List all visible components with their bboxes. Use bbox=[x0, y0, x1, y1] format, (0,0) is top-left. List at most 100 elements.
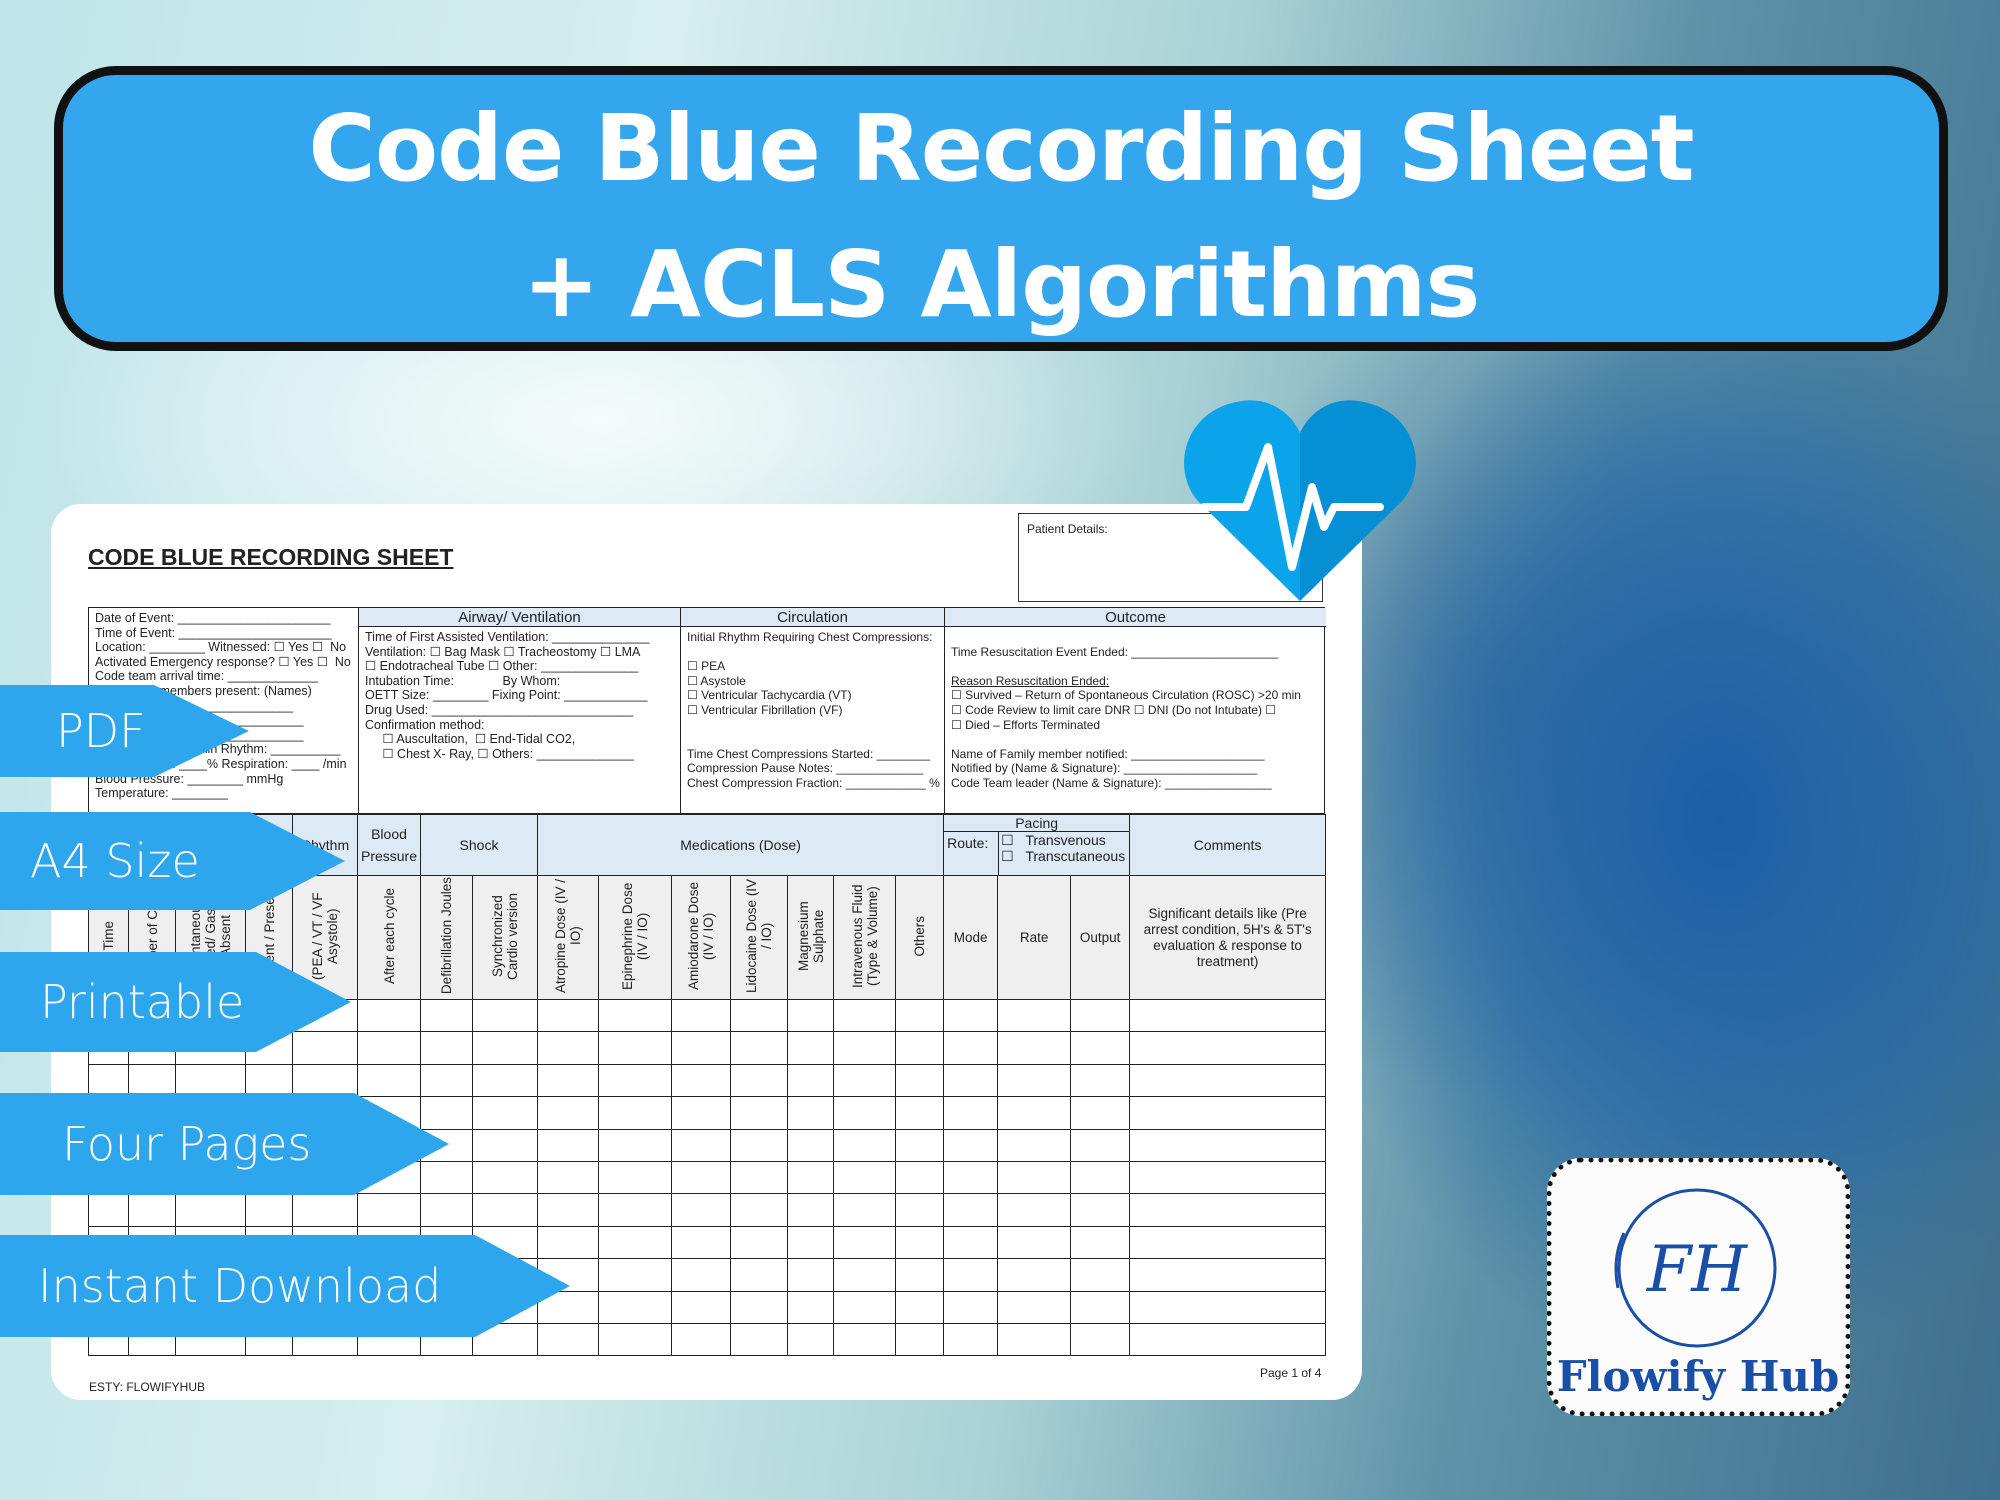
entry-cell[interactable] bbox=[537, 1225, 600, 1260]
entry-cell[interactable] bbox=[787, 1160, 835, 1195]
entry-cell[interactable] bbox=[1070, 1128, 1131, 1162]
entry-cell[interactable] bbox=[787, 1096, 835, 1130]
entry-cell[interactable] bbox=[997, 1128, 1072, 1162]
entry-cell[interactable] bbox=[787, 1063, 835, 1098]
entry-cell[interactable] bbox=[787, 1225, 835, 1260]
entry-cell[interactable] bbox=[787, 1290, 835, 1324]
entry-cell[interactable] bbox=[1070, 1193, 1131, 1227]
entry-cell[interactable] bbox=[787, 1031, 835, 1065]
entry-cell[interactable] bbox=[833, 1193, 897, 1227]
entry-cell[interactable] bbox=[833, 1322, 897, 1357]
entry-cell[interactable] bbox=[730, 1225, 789, 1260]
transcutaneous-checkbox[interactable]: ☐ bbox=[1001, 848, 1018, 864]
entry-cell[interactable] bbox=[943, 1031, 999, 1065]
entry-cell[interactable] bbox=[833, 1258, 897, 1292]
entry-cell[interactable] bbox=[730, 998, 789, 1033]
entry-cell[interactable] bbox=[175, 1193, 246, 1227]
entry-cell[interactable] bbox=[997, 1096, 1072, 1130]
entry-cell[interactable] bbox=[471, 1128, 539, 1162]
entry-cell[interactable] bbox=[598, 1031, 673, 1065]
entry-cell[interactable] bbox=[997, 1031, 1072, 1065]
entry-cell[interactable] bbox=[833, 1225, 897, 1260]
entry-cell[interactable] bbox=[598, 1063, 673, 1098]
entry-cell[interactable] bbox=[471, 998, 539, 1033]
entry-cell[interactable] bbox=[1070, 1160, 1131, 1195]
entry-cell[interactable] bbox=[420, 1193, 473, 1227]
entry-cell[interactable] bbox=[997, 1290, 1072, 1324]
entry-cell[interactable] bbox=[833, 1160, 897, 1195]
entry-cell[interactable] bbox=[943, 1290, 999, 1324]
entry-cell[interactable] bbox=[943, 1193, 999, 1227]
entry-cell[interactable] bbox=[895, 1258, 945, 1292]
entry-cell[interactable] bbox=[787, 1128, 835, 1162]
entry-cell[interactable] bbox=[671, 998, 732, 1033]
entry-cell[interactable] bbox=[598, 1128, 673, 1162]
entry-cell[interactable] bbox=[730, 1096, 789, 1130]
entry-cell[interactable] bbox=[1129, 1063, 1327, 1098]
entry-cell[interactable] bbox=[730, 1063, 789, 1098]
entry-cell[interactable] bbox=[598, 1258, 673, 1292]
entry-cell[interactable] bbox=[537, 1128, 600, 1162]
entry-cell[interactable] bbox=[357, 1063, 421, 1098]
entry-cell[interactable] bbox=[1129, 1096, 1327, 1130]
entry-cell[interactable] bbox=[787, 1258, 835, 1292]
entry-cell[interactable] bbox=[598, 1160, 673, 1195]
entry-cell[interactable] bbox=[833, 998, 897, 1033]
entry-cell[interactable] bbox=[598, 1096, 673, 1130]
entry-cell[interactable] bbox=[1129, 1160, 1327, 1195]
entry-cell[interactable] bbox=[292, 1193, 358, 1227]
entry-cell[interactable] bbox=[245, 1193, 293, 1227]
entry-cell[interactable] bbox=[598, 1322, 673, 1357]
entry-cell[interactable] bbox=[471, 1063, 539, 1098]
entry-cell[interactable] bbox=[943, 1096, 999, 1130]
entry-cell[interactable] bbox=[537, 1160, 600, 1195]
entry-cell[interactable] bbox=[357, 1193, 421, 1227]
entry-cell[interactable] bbox=[833, 1128, 897, 1162]
entry-cell[interactable] bbox=[357, 1031, 421, 1065]
entry-cell[interactable] bbox=[420, 1063, 473, 1098]
entry-cell[interactable] bbox=[895, 1096, 945, 1130]
entry-cell[interactable] bbox=[537, 1096, 600, 1130]
entry-cell[interactable] bbox=[1070, 1096, 1131, 1130]
entry-cell[interactable] bbox=[833, 1031, 897, 1065]
entry-cell[interactable] bbox=[420, 1031, 473, 1065]
entry-cell[interactable] bbox=[895, 1193, 945, 1227]
entry-cell[interactable] bbox=[730, 1322, 789, 1357]
entry-cell[interactable] bbox=[895, 1031, 945, 1065]
entry-cell[interactable] bbox=[671, 1290, 732, 1324]
entry-cell[interactable] bbox=[88, 1193, 129, 1227]
entry-cell[interactable] bbox=[671, 1063, 732, 1098]
entry-cell[interactable] bbox=[943, 1128, 999, 1162]
entry-cell[interactable] bbox=[730, 1128, 789, 1162]
entry-cell[interactable] bbox=[787, 1193, 835, 1227]
entry-cell[interactable] bbox=[943, 1225, 999, 1260]
entry-cell[interactable] bbox=[598, 998, 673, 1033]
entry-cell[interactable] bbox=[1129, 1290, 1327, 1324]
entry-cell[interactable] bbox=[245, 1063, 293, 1098]
entry-cell[interactable] bbox=[671, 1193, 732, 1227]
entry-cell[interactable] bbox=[833, 1096, 897, 1130]
entry-cell[interactable] bbox=[1129, 1128, 1327, 1162]
entry-cell[interactable] bbox=[895, 998, 945, 1033]
entry-cell[interactable] bbox=[671, 1258, 732, 1292]
entry-cell[interactable] bbox=[671, 1096, 732, 1130]
entry-cell[interactable] bbox=[1070, 998, 1131, 1033]
entry-cell[interactable] bbox=[895, 1290, 945, 1324]
entry-cell[interactable] bbox=[943, 1322, 999, 1357]
entry-cell[interactable] bbox=[671, 1031, 732, 1065]
entry-cell[interactable] bbox=[997, 1160, 1072, 1195]
entry-cell[interactable] bbox=[787, 998, 835, 1033]
entry-cell[interactable] bbox=[730, 1193, 789, 1227]
entry-cell[interactable] bbox=[833, 1063, 897, 1098]
entry-cell[interactable] bbox=[1129, 1193, 1327, 1227]
entry-cell[interactable] bbox=[128, 1193, 176, 1227]
entry-cell[interactable] bbox=[997, 1258, 1072, 1292]
entry-cell[interactable] bbox=[997, 1193, 1072, 1227]
entry-cell[interactable] bbox=[471, 1031, 539, 1065]
entry-cell[interactable] bbox=[730, 1031, 789, 1065]
entry-cell[interactable] bbox=[730, 1258, 789, 1292]
entry-cell[interactable] bbox=[1129, 1031, 1327, 1065]
entry-cell[interactable] bbox=[1129, 1225, 1327, 1260]
entry-cell[interactable] bbox=[175, 1063, 246, 1098]
entry-cell[interactable] bbox=[471, 1096, 539, 1130]
